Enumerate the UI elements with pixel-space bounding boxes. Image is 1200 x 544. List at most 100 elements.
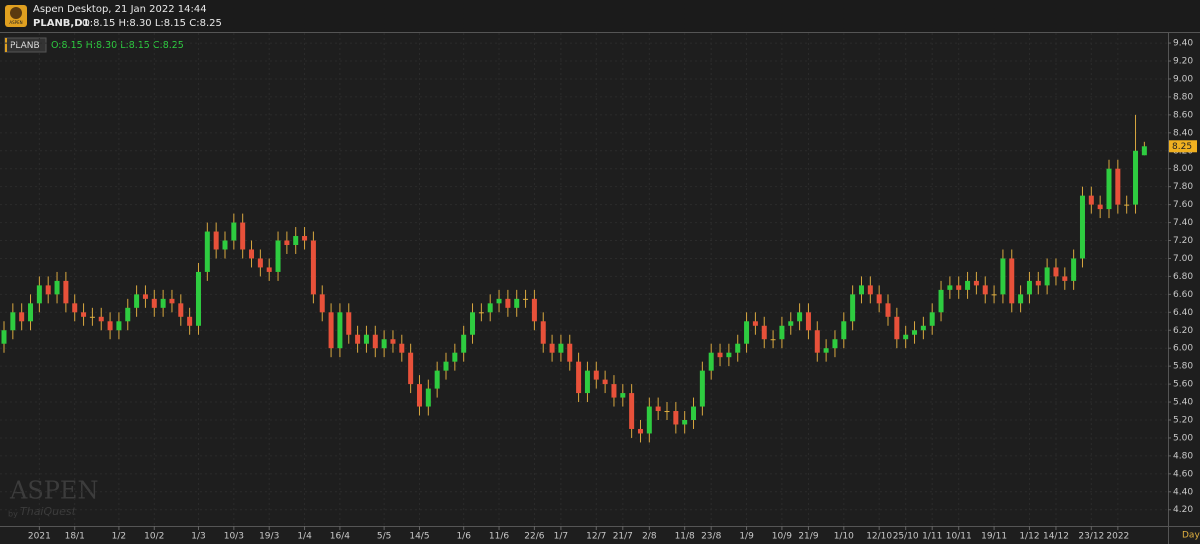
x-tick-label: 1/2 — [112, 532, 126, 542]
x-tick-label: 14/12 — [1043, 532, 1069, 542]
candle-body — [788, 321, 794, 326]
candle-body — [204, 231, 210, 272]
y-tick-label: 4.20 — [1173, 505, 1193, 515]
candle-body — [938, 289, 944, 313]
x-tick-label: 2022 — [1106, 532, 1129, 542]
candle-body — [505, 298, 511, 308]
y-tick-label: 7.40 — [1173, 218, 1193, 228]
candle-body — [187, 316, 193, 326]
last-price-tag — [1169, 140, 1197, 153]
candle-body — [381, 339, 387, 349]
y-tick-label: 9.40 — [1173, 39, 1193, 49]
candle-body — [708, 352, 714, 371]
x-tick-label: 11/6 — [489, 532, 509, 542]
x-tick-label: 5/5 — [377, 532, 391, 542]
candle-body — [151, 298, 157, 308]
candle-body — [841, 321, 847, 340]
header-ohlc: O:8.15 H:8.30 L:8.15 C:8.25 — [82, 18, 222, 29]
candle-body — [63, 280, 69, 304]
candle-body — [328, 312, 334, 349]
x-tick-label: 1/12 — [1019, 532, 1039, 542]
x-tick-label: 10/2 — [144, 532, 164, 542]
candle-body — [735, 343, 741, 353]
x-tick-label: 12/7 — [586, 532, 606, 542]
candle-body — [125, 307, 131, 322]
candle-body — [867, 285, 873, 295]
candle-body — [779, 325, 785, 340]
x-tick-label: 10/9 — [772, 532, 792, 542]
candle-body — [558, 343, 564, 353]
candle-body — [965, 280, 971, 290]
x-tick-label: 21/9 — [798, 532, 818, 542]
candle-body — [1, 330, 7, 344]
candle-body — [54, 280, 60, 295]
x-tick-label: 23/8 — [701, 532, 721, 542]
candle-body — [231, 222, 237, 241]
candle-body — [222, 240, 228, 250]
candle-body — [355, 334, 361, 344]
candle-body — [673, 411, 679, 425]
x-tick-label: 19/3 — [259, 532, 279, 542]
candle-body — [602, 379, 608, 385]
candle-body — [1000, 258, 1006, 295]
candle-body — [885, 303, 891, 317]
candles — [1, 114, 1147, 443]
candle-body — [858, 285, 864, 295]
candle-body — [249, 249, 255, 259]
x-tick-label: 1/7 — [554, 532, 568, 542]
symbol: PLANB,D1 — [33, 18, 90, 29]
candle-body — [1071, 258, 1077, 281]
candle-body — [107, 321, 113, 331]
x-tick-label: 1/11 — [922, 532, 942, 542]
candle-body — [823, 348, 829, 353]
candle-body — [399, 343, 405, 353]
candle-body — [408, 352, 414, 385]
candle-body — [81, 312, 87, 317]
candle-body — [523, 298, 529, 300]
y-tick-label: 6.60 — [1173, 290, 1193, 300]
watermark-company: ThaiQuest — [20, 505, 77, 518]
candle-body — [116, 321, 122, 331]
candle-body — [540, 321, 546, 344]
candle-body — [487, 303, 493, 313]
candle-body — [655, 406, 661, 412]
candle-body — [1044, 267, 1050, 286]
candle-body — [620, 393, 626, 398]
candle-body — [691, 406, 697, 420]
candle-body — [744, 321, 750, 344]
candle-body — [611, 384, 617, 398]
candle-body — [717, 352, 723, 358]
candle-body — [593, 370, 599, 380]
candle-body — [1133, 150, 1139, 205]
candle-body — [425, 388, 431, 407]
candle-body — [1035, 280, 1041, 286]
x-tick-label: 10/11 — [946, 532, 972, 542]
x-tick-label: 1/9 — [739, 532, 754, 542]
x-tick-label: 2/8 — [642, 532, 657, 542]
x-tick-label: 18/1 — [65, 532, 85, 542]
y-tick-label: 4.40 — [1173, 487, 1193, 497]
logo-text: ASPEN — [9, 20, 22, 25]
candle-body — [1079, 195, 1085, 259]
candle-body — [991, 294, 997, 296]
candle-body — [752, 321, 758, 326]
x-tick-label: 21/7 — [613, 532, 633, 542]
x-tick-label: 1/3 — [191, 532, 205, 542]
y-tick-label: 9.00 — [1173, 74, 1193, 84]
x-tick-label: 16/4 — [330, 532, 350, 542]
watermark-brand: ASPEN — [9, 477, 98, 505]
candle-body — [1026, 280, 1032, 295]
candle-body — [19, 312, 25, 322]
x-tick-label: 1/4 — [297, 532, 312, 542]
x-tick-label: 2021 — [28, 532, 51, 542]
candle-body — [876, 294, 882, 304]
candle-body — [1141, 146, 1147, 156]
candle-body — [266, 267, 272, 272]
x-tick-label: 1/6 — [456, 532, 471, 542]
candle-body — [1124, 204, 1130, 206]
candle-body — [195, 271, 201, 326]
legend-accent — [5, 38, 7, 52]
candle-body — [1053, 267, 1059, 277]
x-tick-label: 12/10 — [866, 532, 892, 542]
